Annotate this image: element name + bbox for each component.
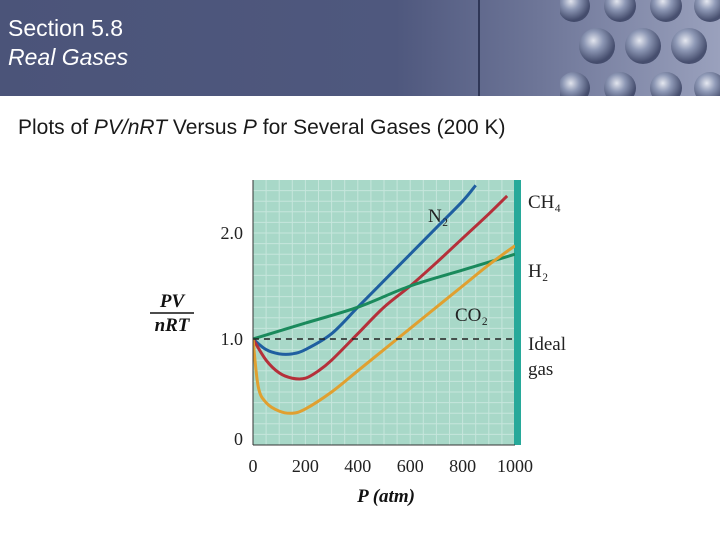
label-gas: gas (528, 359, 553, 380)
label-n2: N₂ (428, 206, 448, 227)
series-line-h2 (253, 252, 515, 341)
label-h2: H₂ (528, 261, 548, 282)
section-title: Section 5.8 (8, 15, 124, 41)
label-co2: CO₂ (455, 305, 488, 326)
series-line-co2 (253, 244, 515, 415)
tick-labels: 0 200 400 600 800 1000 0 1.0 2.0 (221, 223, 534, 476)
x-tick-label: 1000 (497, 456, 533, 476)
y-axis-title: PV nRT (150, 291, 194, 336)
caption-part-3: Versus (167, 116, 243, 139)
slide-caption: Plots of PV/nRT Versus P for Several Gas… (18, 116, 506, 140)
caption-part-5: for Several Gases (200 K) (256, 116, 506, 139)
header-divider (478, 0, 480, 96)
x-tick-label: 200 (292, 456, 319, 476)
x-tick-label: 600 (397, 456, 424, 476)
y-axis-title-numerator: PV (159, 291, 186, 312)
decorative-spheres (560, 0, 720, 96)
title-block: Section 5.8 Real Gases (8, 14, 128, 72)
right-edge-bar (514, 180, 521, 445)
x-tick-label: 800 (449, 456, 476, 476)
slide-header: Section 5.8 Real Gases (0, 0, 720, 96)
x-axis-title: P (atm) (356, 486, 415, 507)
series-line-n2 (253, 194, 509, 381)
y-tick-label: 0 (234, 429, 243, 449)
label-ch4: CH₄ (528, 192, 561, 213)
y-tick-label: 2.0 (221, 223, 244, 243)
label-ideal: Ideal (528, 334, 566, 355)
series-line-ch4 (253, 184, 477, 356)
y-tick-label: 1.0 (221, 329, 244, 349)
caption-part-2: PV/nRT (93, 116, 168, 139)
caption-part-4: P (242, 116, 257, 139)
x-tick-label: 0 (249, 456, 258, 476)
section-subtitle: Real Gases (8, 44, 129, 70)
series-group (253, 184, 515, 415)
x-tick-label: 400 (344, 456, 371, 476)
y-axis-title-denominator: nRT (155, 315, 191, 336)
caption-part-1: Plots of (18, 116, 94, 139)
